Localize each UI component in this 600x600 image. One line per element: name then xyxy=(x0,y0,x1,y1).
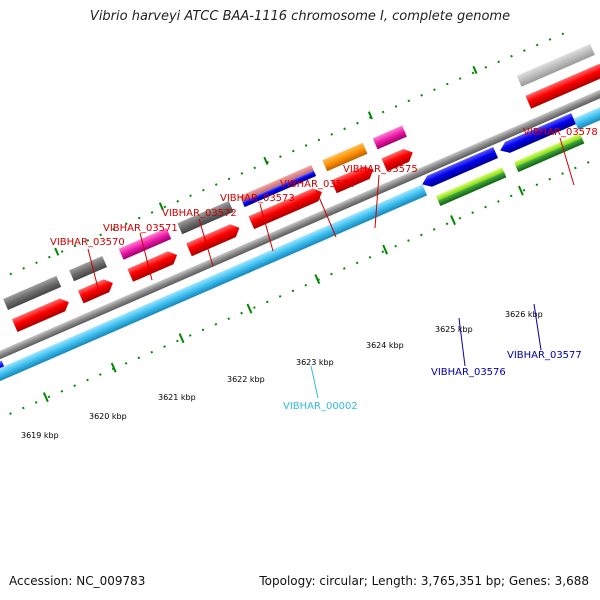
gene-arrow[interactable] xyxy=(420,147,499,190)
gene-box[interactable] xyxy=(322,142,368,172)
inner-major-ticks xyxy=(42,185,524,403)
gene-arrow[interactable] xyxy=(77,277,116,304)
tick-label: 3624 kbp xyxy=(366,341,404,350)
label-leaders xyxy=(87,137,575,399)
gene-label[interactable]: VIBHAR_03570 xyxy=(50,237,125,248)
forward-cds-track xyxy=(11,61,600,333)
gene-arrow[interactable] xyxy=(381,146,416,172)
genome-summary-text: Topology: circular; Length: 3,765,351 bp… xyxy=(259,574,589,588)
gene-box[interactable] xyxy=(242,170,317,208)
gene-box[interactable] xyxy=(239,165,314,202)
gene-arrow[interactable] xyxy=(331,163,376,194)
gene-box[interactable] xyxy=(516,43,595,87)
gene-box[interactable] xyxy=(435,167,504,201)
reverse-cog-track xyxy=(435,133,585,206)
gene-label[interactable]: VIBHAR_03576 xyxy=(431,367,506,378)
tick-labels: 3619 kbp 3620 kbp 3621 kbp 3622 kbp 3623… xyxy=(21,310,543,440)
tick-label: 3625 kbp xyxy=(435,325,473,334)
gene-label[interactable]: VIBHAR_03578 xyxy=(523,127,598,138)
gene-label[interactable]: VIBHAR_03577 xyxy=(507,350,582,361)
backbone xyxy=(0,86,600,381)
gene-box[interactable] xyxy=(515,137,585,173)
tick-label: 3620 kbp xyxy=(89,412,127,421)
gene-label[interactable]: VIBHAR_03573 xyxy=(220,193,295,204)
tick-label: 3626 kbp xyxy=(505,310,543,319)
tick-label: 3623 kbp xyxy=(296,358,334,367)
tick-label: 3621 kbp xyxy=(158,393,196,402)
gene-box[interactable] xyxy=(177,200,234,235)
gene-arrow[interactable] xyxy=(525,61,600,109)
page-title: Vibrio harveyi ATCC BAA-1116 chromosome … xyxy=(89,9,511,24)
reverse-cds-track xyxy=(0,113,576,380)
gene-arrow[interactable] xyxy=(186,221,242,257)
forward-cog-track xyxy=(3,43,595,311)
gene-labels: VIBHAR_03570 VIBHAR_03571 VIBHAR_03572 V… xyxy=(50,127,598,412)
gene-box[interactable] xyxy=(372,125,407,150)
gene-arrow[interactable] xyxy=(127,249,180,282)
rna-arrow[interactable] xyxy=(0,184,428,399)
tick-label: 3622 kbp xyxy=(227,375,265,384)
gene-box[interactable] xyxy=(513,133,582,167)
gene-label[interactable]: VIBHAR_00002 xyxy=(283,401,358,412)
tick-label: 3619 kbp xyxy=(21,431,59,440)
gene-label[interactable]: VIBHAR_03571 xyxy=(103,223,178,234)
rna-arrow-tail[interactable] xyxy=(573,100,600,130)
gene-box[interactable] xyxy=(118,228,172,260)
gene-box[interactable] xyxy=(437,171,507,206)
gene-box[interactable] xyxy=(3,275,62,311)
outer-major-ticks xyxy=(54,65,478,256)
accession-text: Accession: NC_009783 xyxy=(9,574,146,588)
gene-label[interactable]: VIBHAR_03572 xyxy=(162,208,237,219)
gene-label[interactable]: VIBHAR_03575 xyxy=(343,164,418,175)
gene-arrow[interactable] xyxy=(248,186,325,230)
gene-arrow[interactable] xyxy=(11,296,72,333)
gene-box[interactable] xyxy=(69,255,108,282)
gene-arrow[interactable] xyxy=(498,113,576,156)
gene-label[interactable]: VIBHAR_03574 xyxy=(280,179,355,190)
